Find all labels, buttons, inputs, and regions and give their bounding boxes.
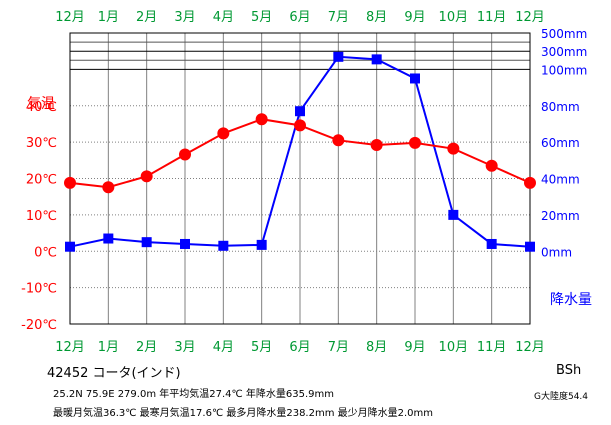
precipitation-point — [65, 241, 75, 252]
precipitation-tick-label: 500mm — [541, 27, 587, 41]
series — [64, 51, 536, 252]
precipitation-tick-label: 60mm — [541, 136, 580, 150]
month-label-top: 7月 — [328, 10, 349, 25]
precipitation-point — [371, 54, 382, 65]
month-label-top: 2月 — [136, 10, 157, 25]
temperature-point — [485, 159, 498, 172]
month-label-bottom: 12月 — [55, 340, 85, 355]
month-label-top: 10月 — [439, 10, 469, 25]
month-label-bottom: 11月 — [477, 340, 507, 355]
temperature-tick-label: 30℃ — [26, 136, 57, 151]
month-label-bottom: 8月 — [366, 340, 387, 355]
precipitation-point — [486, 238, 497, 249]
station-details-line1: 25.2N 75.9E 279.0m 年平均気温27.4℃ 年降水量635.9m… — [53, 389, 335, 400]
temperature-point — [64, 176, 76, 189]
month-label-top: 6月 — [289, 10, 310, 25]
month-label-bottom: 5月 — [251, 340, 272, 355]
temperature-point — [294, 119, 306, 132]
station-details-line2: 最暖月気温36.3℃ 最寒月気温17.6℃ 最多月降水量238.2mm 最少月降… — [53, 408, 434, 419]
precipitation-tick-label: 0mm — [541, 245, 572, 259]
month-label-top: 8月 — [366, 10, 387, 25]
temperature-tick-label: -20℃ — [21, 318, 57, 333]
temperature-tick-label: -10℃ — [21, 282, 57, 297]
precipitation-tick-label: 20mm — [541, 209, 580, 223]
precipitation-point — [448, 209, 459, 220]
temperature-point — [102, 181, 115, 194]
temperature-tick-label: 20℃ — [26, 173, 57, 188]
precipitation-point — [218, 240, 229, 251]
temperature-point — [140, 170, 153, 183]
month-label-bottom: 3月 — [174, 340, 195, 355]
precipitation-point — [180, 238, 190, 249]
precipitation-axis-label: 降水量 — [550, 292, 592, 308]
precipitation-tick-label: 80mm — [541, 100, 580, 114]
precipitation-tick-label: 100mm — [541, 63, 587, 77]
month-label-bottom: 10月 — [439, 340, 469, 355]
month-label-bottom: 12月 — [515, 340, 545, 355]
month-label-bottom: 4月 — [213, 340, 234, 355]
month-label-bottom: 2月 — [136, 340, 157, 355]
month-label-top: 9月 — [404, 10, 425, 25]
temperature-point — [332, 134, 345, 147]
temperature-axis-label: 気温 — [27, 96, 55, 112]
precipitation-point — [525, 241, 535, 252]
precipitation-point — [410, 73, 420, 84]
temperature-point — [524, 176, 536, 189]
station-title: 42452 コータ(インド) — [47, 366, 181, 381]
month-label-bottom: 1月 — [98, 340, 119, 355]
temperature-point — [255, 113, 268, 126]
precipitation-tick-label: 40mm — [541, 173, 580, 187]
month-label-bottom: 9月 — [404, 340, 425, 355]
temperature-point — [370, 139, 383, 152]
month-label-top: 12月 — [55, 10, 85, 25]
month-label-top: 1月 — [98, 10, 119, 25]
month-label-bottom: 6月 — [289, 340, 310, 355]
precipitation-point — [295, 106, 305, 117]
temperature-point — [179, 148, 191, 161]
temperature-tick-label: 10℃ — [26, 209, 57, 224]
precipitation-point — [141, 237, 152, 248]
climate-class: BSh — [556, 363, 582, 378]
month-label-top: 4月 — [213, 10, 234, 25]
month-label-top: 11月 — [477, 10, 507, 25]
precipitation-point — [103, 233, 114, 244]
precipitation-tick-label: 300mm — [541, 45, 587, 59]
temperature-point — [447, 142, 460, 155]
temperature-point — [217, 127, 230, 140]
axes: 12月 12月 1月 1月 2月 2月 3月 3月 4月 4月 5月 5月 6月 6月 7月 7月 8月 8月 9月… — [21, 10, 592, 355]
temperature-point — [409, 136, 421, 149]
month-label-top: 3月 — [174, 10, 195, 25]
precipitation-point — [256, 239, 267, 250]
precipitation-point — [333, 51, 344, 62]
month-label-top: 5月 — [251, 10, 272, 25]
temperature-tick-label: 40℃ — [26, 100, 57, 115]
temperature-tick-label: 0℃ — [34, 245, 57, 260]
continentality: G大陸度54.4 — [534, 392, 589, 402]
month-label-top: 12月 — [515, 10, 545, 25]
month-label-bottom: 7月 — [328, 340, 349, 355]
